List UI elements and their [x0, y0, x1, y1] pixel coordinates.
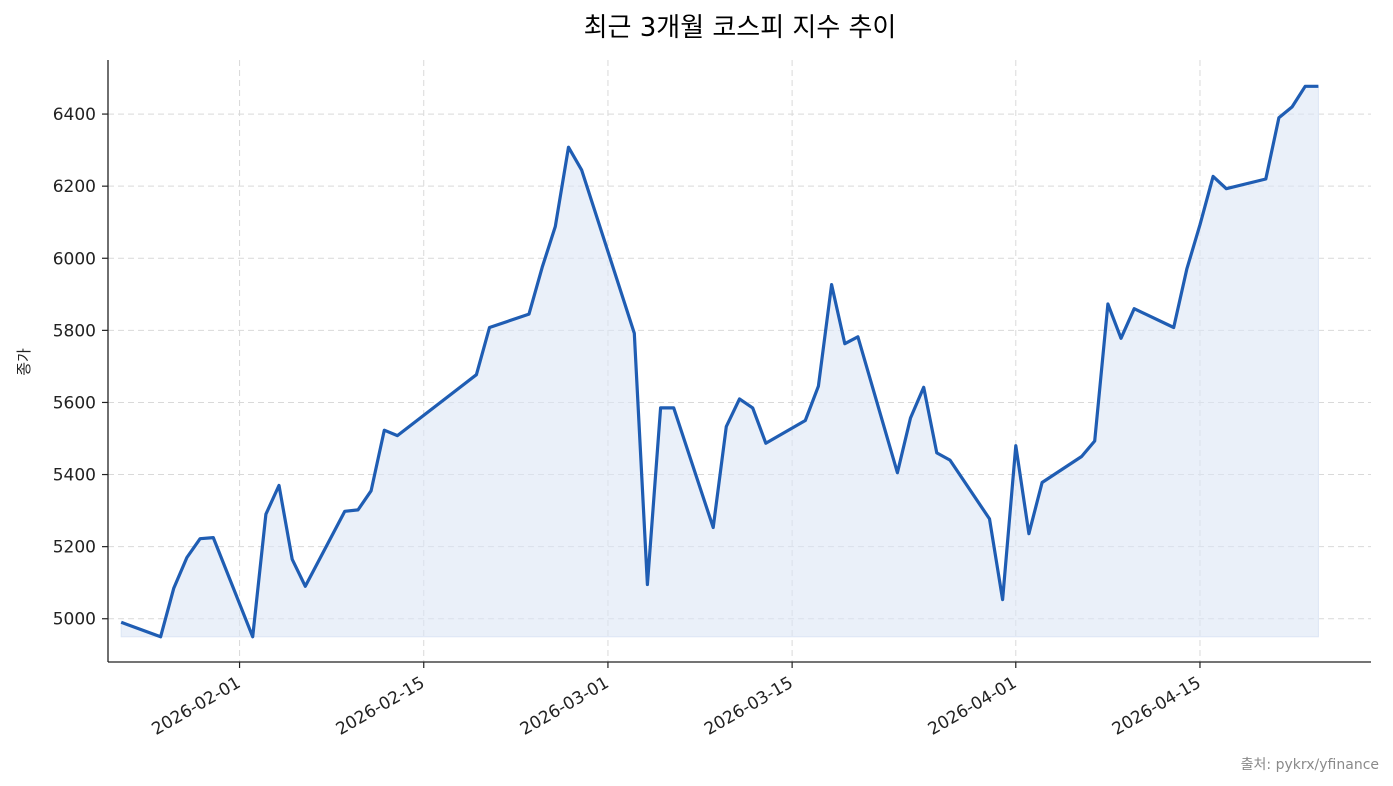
y-tick-label: 5000 — [53, 610, 96, 630]
chart-title: 최근 3개월 코스피 지수 추이 — [584, 13, 897, 43]
x-ticks: 2026-02-01 2026-02-15 2026-03-01 2026-03-15… — [149, 662, 1205, 740]
x-tick-label: 2026-03-15 — [701, 673, 797, 740]
x-tick-label: 2026-03-01 — [517, 673, 613, 740]
x-tick-label: 2026-02-15 — [333, 673, 429, 740]
y-tick-label: 6400 — [53, 105, 96, 125]
y-ticks: 5000 5200 5400 5600 5800 6000 6200 6400 — [53, 105, 108, 630]
source-note: 출처: pykrx/yfinance — [1241, 757, 1379, 773]
x-tick-label: 2026-02-01 — [149, 673, 245, 740]
y-tick-label: 5400 — [53, 466, 96, 486]
y-tick-label: 5200 — [53, 538, 96, 558]
y-tick-label: 6200 — [53, 177, 96, 197]
y-axis-label: 종가 — [15, 348, 33, 376]
y-tick-label: 6000 — [53, 249, 96, 269]
y-tick-label: 5600 — [53, 393, 96, 413]
x-tick-label: 2026-04-01 — [925, 673, 1021, 740]
x-tick-label: 2026-04-15 — [1109, 673, 1205, 740]
series-line — [120, 84, 1319, 639]
y-tick-label: 5800 — [53, 321, 96, 341]
area-fill — [120, 85, 1319, 638]
